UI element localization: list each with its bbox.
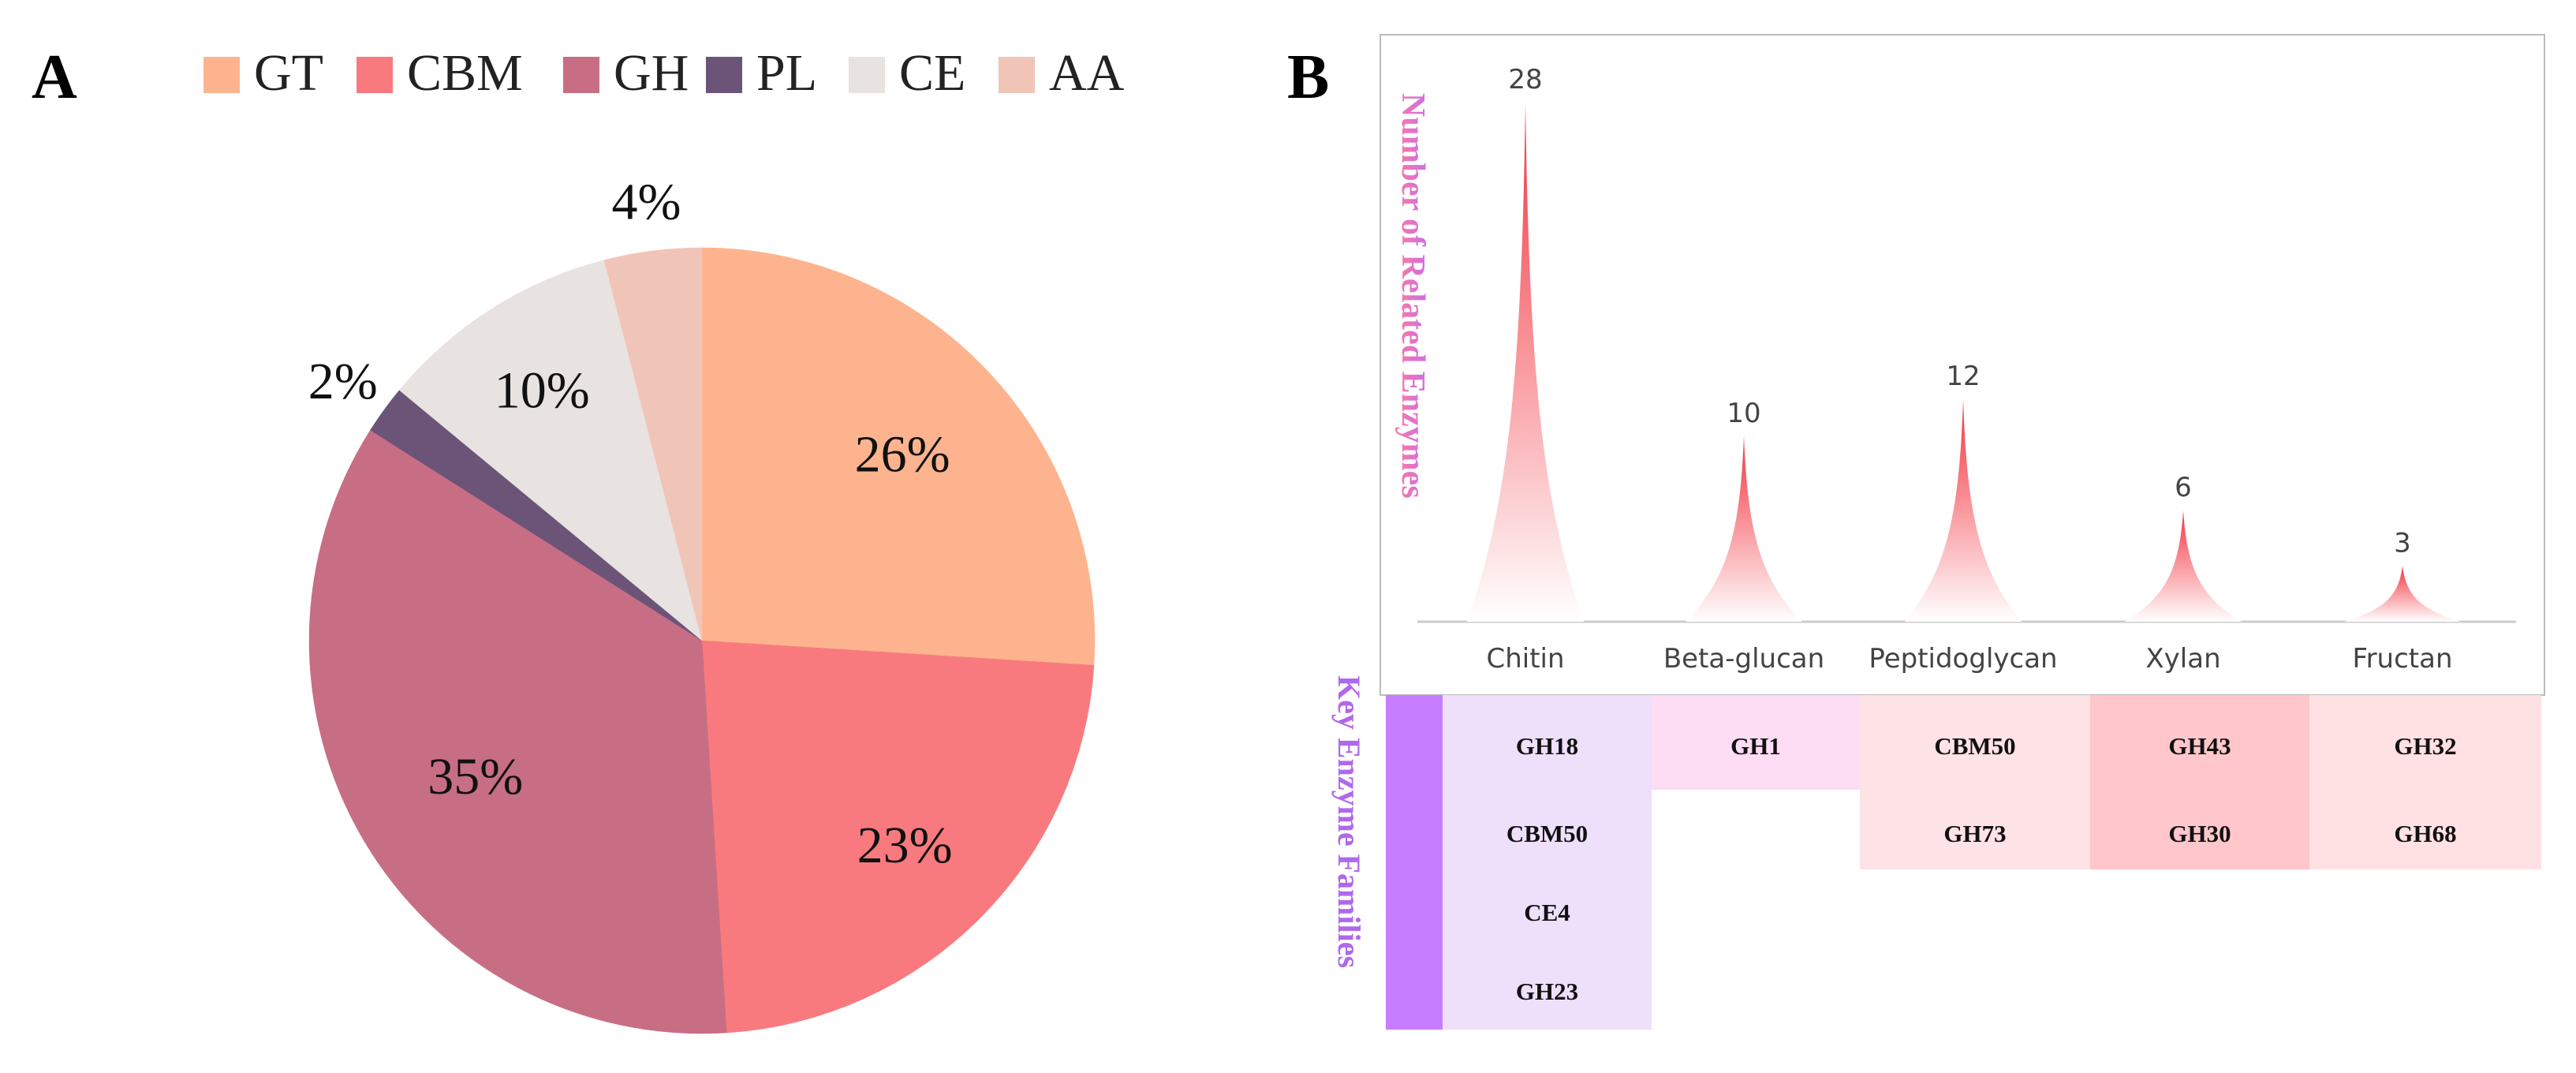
family-chitin-gh23: GH23 [1516,978,1578,1005]
legend-swatch-pl [706,57,742,93]
panel-b-label: B [1287,43,1330,112]
legend-swatch-gh [563,57,599,93]
spike-fructan [2344,566,2461,622]
legend-label-pl: PL [756,44,817,102]
category-label-chitin: Chitin [1486,643,1564,675]
pie-slice-gh [308,429,727,1034]
family-chitin-gh18: GH18 [1516,732,1578,760]
spike-chart: Number of Related Enzymes 28 Chitin 10 Beta-… [1331,34,2545,1030]
pie-slice-gt [701,247,1096,666]
spike-chitin [1467,103,1584,622]
spike-peptidoglycan [1905,399,2022,622]
category-label-peptidoglycan: Peptidoglycan [1869,643,2057,675]
family-beta-glucan-gh1: GH1 [1730,732,1781,760]
pie-label-ce: 10% [495,361,590,419]
value-label-peptidoglycan: 12 [1946,361,1980,392]
pie-label-pl: 2% [308,353,378,410]
family-fructan-gh68: GH68 [2394,820,2456,847]
category-label-xylan: Xylan [2145,643,2220,675]
pie-slice-ce [398,260,703,641]
table-label: Key Enzyme Families [1331,675,1367,968]
spike-beta-glucan [1686,436,1802,622]
value-label-beta-glucan: 10 [1727,398,1760,429]
legend-swatch-aa [999,57,1035,93]
pie-label-gt: 26% [855,425,950,483]
family-xylan-gh43: GH43 [2168,732,2231,760]
legend-swatch-cbm [357,57,393,93]
family-fructan-gh32: GH32 [2394,732,2456,760]
family-cell-fructan [2309,695,2541,869]
pie-label-cbm: 23% [857,817,953,874]
legend-label-gh: GH [614,44,689,102]
y-axis-label: Number of Related Enzymes [1394,93,1431,499]
family-peptidoglycan-cbm50: CBM50 [1934,732,2015,760]
value-label-fructan: 3 [2394,528,2411,559]
legend-swatch-ce [849,57,885,93]
spike-xylan [2125,510,2242,622]
pie-label-aa: 4% [612,174,681,231]
family-cell-xylan [2090,695,2309,869]
value-label-xylan: 6 [2175,472,2192,503]
family-cell-chitin [1443,695,1652,1030]
family-peptidoglycan-gh73: GH73 [1943,820,2006,847]
category-label-fructan: Fructan [2352,643,2452,675]
family-chitin-ce4: CE4 [1524,899,1570,926]
pie-slice-aa [603,247,703,641]
legend-label-cbm: CBM [407,44,523,102]
pie-chart: GT CBM GH PL CE AA 26% 23% 35% 2% 10% 4% [203,44,1125,1034]
legend-label-aa: AA [1049,44,1125,102]
category-label-beta-glucan: Beta-glucan [1663,643,1824,675]
legend-label-ce: CE [899,44,965,102]
legend-swatch-gt [203,57,240,93]
value-label-chitin: 28 [1508,64,1542,95]
pie-slice-cbm [701,640,1095,1034]
panel-a-label: A [32,43,77,112]
pie-label-gh: 35% [427,748,523,806]
family-cell-peptidoglycan [1860,695,2090,869]
legend-label-gt: GT [254,44,323,102]
family-xylan-gh30: GH30 [2168,820,2231,847]
family-cell-beta-glucan [1652,695,1860,790]
table-band [1386,695,1443,1030]
family-chitin-cbm50: CBM50 [1506,820,1588,847]
